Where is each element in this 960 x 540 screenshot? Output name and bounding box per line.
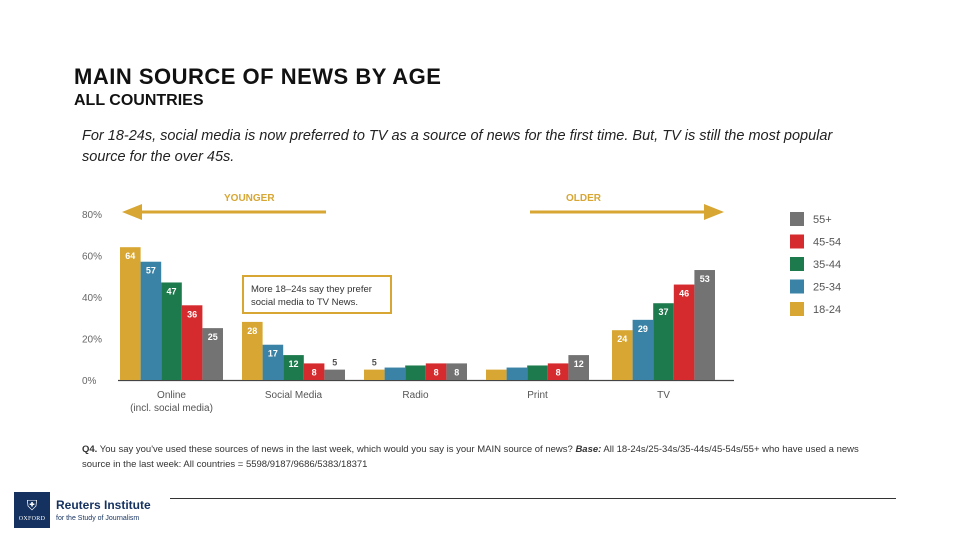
data-label: 5 [332, 358, 337, 368]
older-label: OLDER [566, 193, 602, 204]
legend-label: 55+ [813, 214, 832, 226]
footnote: Q4. You say you've used these sources of… [82, 442, 872, 472]
bar [161, 282, 182, 380]
bar [303, 363, 325, 380]
data-label: 37 [658, 307, 668, 317]
data-label: 29 [638, 324, 648, 334]
bar [262, 344, 284, 380]
bar [694, 270, 715, 380]
bar [673, 284, 695, 380]
data-label: 5 [372, 358, 377, 368]
data-label: 46 [679, 289, 689, 299]
data-label: 25 [208, 332, 218, 342]
data-label: 17 [268, 349, 278, 359]
data-label: 7 [413, 353, 418, 363]
data-label: 8 [312, 367, 317, 377]
bar [202, 328, 223, 380]
chart-subtitle: ALL COUNTRIES [74, 92, 204, 109]
younger-label: YOUNGER [224, 193, 275, 204]
data-label: 6 [392, 356, 397, 366]
legend-swatch [790, 212, 804, 226]
reuters-institute-logo: ⛨ OXFORD Reuters Institute for the Study… [14, 492, 151, 528]
bar [425, 363, 447, 380]
y-tick-label: 0% [82, 376, 97, 387]
data-label: 8 [434, 367, 439, 377]
older-arrow-head-icon [704, 204, 724, 220]
bar [653, 303, 674, 380]
x-tick-label: Social Media [265, 390, 323, 401]
y-tick-label: 60% [82, 252, 102, 263]
legend-label: 35-44 [813, 259, 841, 271]
annotation-line-2: social media to TV News. [251, 297, 358, 308]
bar [527, 365, 548, 380]
bar [506, 367, 528, 380]
oxford-crest-icon: ⛨ OXFORD [14, 492, 50, 528]
legend-swatch [790, 234, 804, 249]
data-label: 36 [187, 309, 197, 319]
bar [384, 367, 406, 380]
data-label: 12 [288, 359, 298, 369]
bar [405, 365, 426, 380]
data-label: 47 [166, 286, 176, 296]
bar-chart: 0% 20% 40% 60% 80% 64 28 5 5 24 57 17 6 6 29 47 12 7 7 37 36… [82, 193, 841, 414]
x-tick-label: TV [657, 390, 670, 401]
legend-label: 25-34 [813, 282, 841, 294]
data-label: 8 [454, 367, 459, 377]
data-label: 7 [535, 353, 540, 363]
data-label: 5 [494, 358, 499, 368]
footnote-text: You say you've used these sources of new… [97, 444, 576, 455]
chart-title: MAIN SOURCE OF NEWS BY AGE [74, 64, 442, 89]
x-tick-label: Print [527, 390, 548, 401]
data-label: 12 [574, 359, 584, 369]
data-label: 57 [146, 266, 156, 276]
chart-description: For 18-24s, social media is now preferre… [82, 128, 833, 165]
logo-name: Reuters Institute [56, 498, 151, 512]
legend-swatch [790, 302, 804, 316]
crest-text: OXFORD [18, 516, 46, 522]
data-label: 24 [617, 334, 627, 344]
y-tick-label: 20% [82, 335, 102, 346]
data-label: 8 [556, 367, 561, 377]
bar [364, 369, 385, 380]
bar [283, 355, 304, 380]
logo-tagline: for the Study of Journalism [56, 515, 140, 522]
footnote-base-text: All 18-24s/25-34s/35-44s/45-54s/55+ who … [82, 444, 859, 470]
footnote-question: Q4. [82, 444, 98, 455]
bar [547, 363, 569, 380]
bar [612, 330, 633, 380]
data-label: 28 [247, 326, 257, 336]
annotation-line-1: More 18–24s say they prefer [251, 284, 372, 295]
legend-swatch [790, 257, 804, 271]
bar [446, 363, 467, 380]
bar [140, 261, 162, 380]
bar [181, 305, 203, 380]
legend-label: 45-54 [813, 237, 841, 249]
y-tick-label: 80% [82, 210, 102, 221]
younger-arrow-head-icon [122, 204, 142, 220]
footnote-base-label: Base: [575, 444, 602, 455]
legend-swatch [790, 279, 804, 294]
x-tick-label: Online [157, 390, 186, 401]
data-label: 64 [125, 251, 135, 261]
bar [632, 319, 654, 380]
legend-label: 18-24 [813, 304, 841, 316]
data-label: 53 [700, 274, 710, 284]
x-tick-label: Radio [402, 390, 429, 401]
annotation-box [242, 275, 392, 314]
data-label: 6 [514, 356, 519, 366]
bar [242, 321, 263, 380]
divider [170, 498, 896, 499]
bar [568, 355, 589, 380]
y-tick-label: 40% [82, 293, 102, 304]
bar [324, 369, 345, 380]
bar [486, 369, 507, 380]
bar [120, 247, 141, 380]
x-tick-label: (incl. social media) [130, 403, 213, 414]
